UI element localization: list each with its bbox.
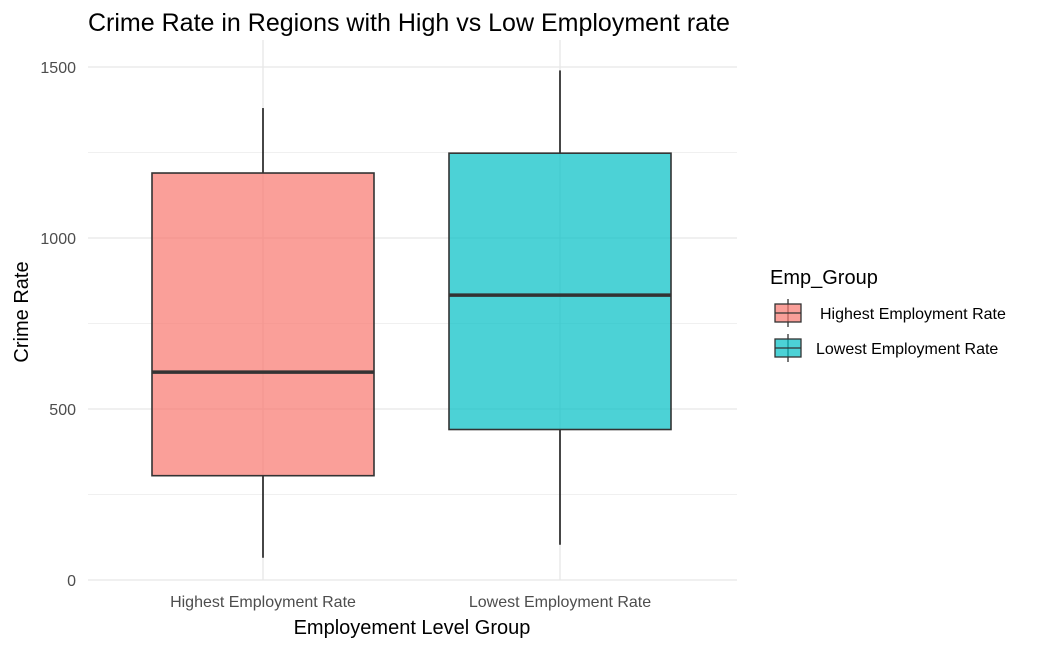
legend-title: Emp_Group [770,267,878,289]
y-tick-label: 500 [49,402,76,419]
y-tick-label: 0 [67,573,76,590]
legend-label: Highest Employment Rate [820,306,1006,323]
box-iqr [151,172,375,477]
legend-label: Lowest Employment Rate [816,341,998,358]
x-tick-label: Highest Employment Rate [170,594,356,611]
y-axis-title: Crime Rate [11,261,33,362]
x-tick-label: Lowest Employment Rate [469,594,651,611]
chart-title: Crime Rate in Regions with High vs Low E… [88,9,730,37]
box-iqr [448,152,672,431]
box-lowest-employment [448,70,672,545]
box-highest-employment [151,108,375,558]
axes: 0 500 1000 1500 Highest Employment Rate Lowes… [40,60,651,611]
legend-entry: Lowest Employment Rate [774,334,998,362]
y-tick-label: 1000 [40,231,76,248]
box-series [151,70,672,558]
legend: Emp_Group Highest Employment Rate Lowest … [770,267,1006,362]
legend-entry: Highest Employment Rate [774,299,1006,327]
x-axis-title: Employement Level Group [294,617,531,639]
y-tick-label: 1500 [40,60,76,77]
